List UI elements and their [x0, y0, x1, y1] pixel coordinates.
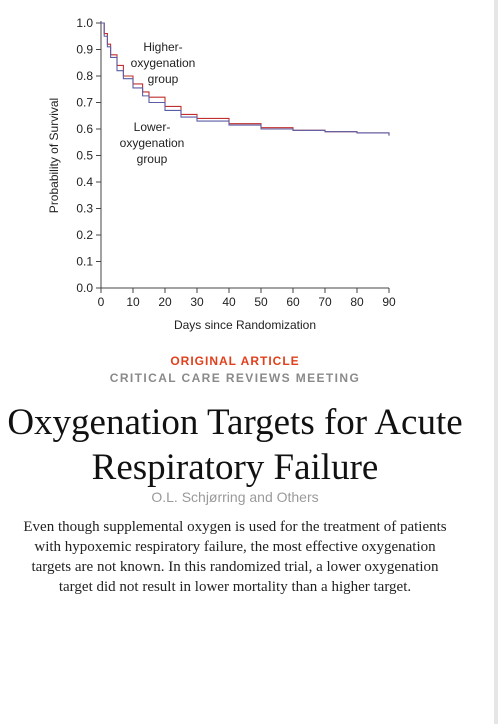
article-summary: Even though supplemental oxygen is used … [23, 519, 447, 595]
article-type: ORIGINAL ARTICLE [170, 354, 300, 368]
y-tick-label: 0.6 [76, 122, 93, 136]
lower-oxygenation-curve [101, 22, 390, 136]
y-axis-label: Probability of Survival [47, 98, 61, 213]
series-label-line: group [137, 152, 168, 166]
series-label-line: Higher- [143, 40, 182, 54]
series-label-line: oxygenation [120, 136, 185, 150]
higher-oxygenation-label: Higher-oxygenation group [131, 40, 196, 86]
x-tick-label: 60 [286, 295, 300, 309]
lower-oxygenation-label: Lower-oxygenation group [120, 120, 185, 166]
y-tick-label: 0.0 [76, 281, 93, 295]
y-tick-label: 0.3 [76, 202, 93, 216]
x-tick-label: 40 [222, 295, 236, 309]
x-tick-label: 20 [158, 295, 172, 309]
x-tick-label: 90 [382, 295, 396, 309]
meeting-name: CRITICAL CARE REVIEWS MEETING [109, 371, 361, 385]
y-tick-label: 0.7 [76, 96, 93, 110]
article-title[interactable]: Oxygenation Targets for Acute Respirator… [7, 402, 463, 488]
x-tick-label: 10 [126, 295, 140, 309]
y-tick-label: 0.8 [76, 69, 93, 83]
x-tick-label: 70 [318, 295, 332, 309]
article-authors: O.L. Schjørring and Others [151, 489, 319, 505]
x-tick-label: 0 [98, 295, 105, 309]
y-tick-label: 0.9 [76, 43, 93, 57]
x-tick-label: 30 [190, 295, 204, 309]
y-tick-label: 0.5 [76, 149, 93, 163]
y-tick-label: 0.2 [76, 228, 93, 242]
y-tick-label: 0.1 [76, 255, 93, 269]
page-edge [494, 0, 498, 724]
x-axis-label: Days since Randomization [174, 318, 316, 332]
y-tick-label: 1.0 [76, 16, 93, 30]
series-label-line: oxygenation [131, 56, 196, 70]
series-label-line: Lower- [134, 120, 171, 134]
series-label-line: group [148, 72, 179, 86]
x-tick-label: 80 [350, 295, 364, 309]
x-tick-label: 50 [254, 295, 268, 309]
survival-chart: 0.0 0.1 0.2 0.3 0.4 0.5 0.6 0.7 0.8 0.9 1.0 0 10 20 30… [47, 16, 396, 332]
y-tick-label: 0.4 [76, 175, 93, 189]
